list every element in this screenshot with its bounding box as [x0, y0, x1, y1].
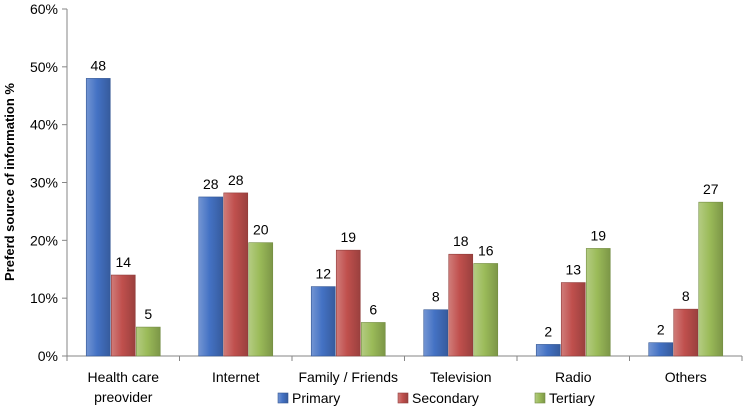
data-label: 48 [90, 57, 106, 73]
bar-secondary [673, 308, 699, 357]
legend-label: Secondary [412, 390, 479, 406]
bar-tertiary [135, 326, 161, 357]
legend-swatch [397, 392, 409, 404]
bar-primary [85, 78, 111, 357]
y-axis-label: Preferd source of information % [2, 83, 17, 281]
data-label: 12 [315, 266, 331, 282]
data-label: 20 [253, 222, 269, 238]
category-label: Television [430, 369, 491, 385]
data-label: 8 [682, 288, 690, 304]
bar-tertiary [360, 322, 386, 357]
y-tick-label: 10% [30, 290, 58, 306]
bar-primary [310, 286, 336, 357]
data-label: 2 [657, 322, 665, 338]
legend: Primary Secondary Tertiary [277, 390, 595, 406]
data-label: 5 [144, 306, 152, 322]
y-ticks: 0% 10% 20% 30% 40% 50% 60% [30, 1, 67, 364]
data-label: 19 [590, 227, 606, 243]
bar-secondary [560, 282, 586, 357]
category-labels: Health care preovider Internet Family / Fri… [87, 369, 706, 405]
category-label: Others [665, 369, 707, 385]
data-label: 16 [478, 242, 494, 258]
legend-item-primary: Primary [277, 390, 340, 406]
legend-swatch [277, 392, 289, 404]
bar-tertiary [248, 242, 274, 357]
bar-tertiary [698, 201, 724, 357]
y-tick-label: 40% [30, 117, 58, 133]
category-label: Internet [212, 369, 260, 385]
data-label: 19 [340, 229, 356, 245]
data-label: 18 [453, 233, 469, 249]
data-label: 2 [544, 323, 552, 339]
category-label: Family / Friends [298, 369, 398, 385]
data-label: 14 [115, 254, 131, 270]
bar-tertiary [473, 263, 499, 357]
legend-swatch [534, 392, 546, 404]
bar-secondary [335, 249, 361, 357]
bar-secondary [448, 253, 474, 357]
bars [85, 78, 724, 357]
bar-primary [198, 196, 224, 357]
bar-secondary [223, 192, 249, 357]
data-label: 27 [703, 181, 719, 197]
category-label: preovider [94, 389, 153, 405]
category-label: Radio [555, 369, 592, 385]
data-label: 28 [228, 172, 244, 188]
bar-primary [423, 309, 449, 357]
y-tick-label: 50% [30, 59, 58, 75]
legend-label: Primary [292, 390, 340, 406]
bar-tertiary [585, 248, 611, 357]
data-label: 8 [432, 289, 440, 305]
legend-label: Tertiary [549, 390, 595, 406]
axes [66, 9, 743, 361]
data-label: 28 [203, 176, 219, 192]
y-tick-label: 30% [30, 175, 58, 191]
y-tick-label: 0% [38, 348, 58, 364]
y-tick-label: 60% [30, 1, 58, 17]
legend-item-secondary: Secondary [397, 390, 479, 406]
data-label: 13 [565, 262, 581, 278]
category-label: Health care [87, 369, 159, 385]
bar-primary [535, 344, 561, 357]
y-tick-label: 20% [30, 232, 58, 248]
legend-item-tertiary: Tertiary [534, 390, 595, 406]
bar-primary [648, 342, 674, 357]
bar-secondary [110, 274, 136, 357]
data-label: 6 [369, 301, 377, 317]
